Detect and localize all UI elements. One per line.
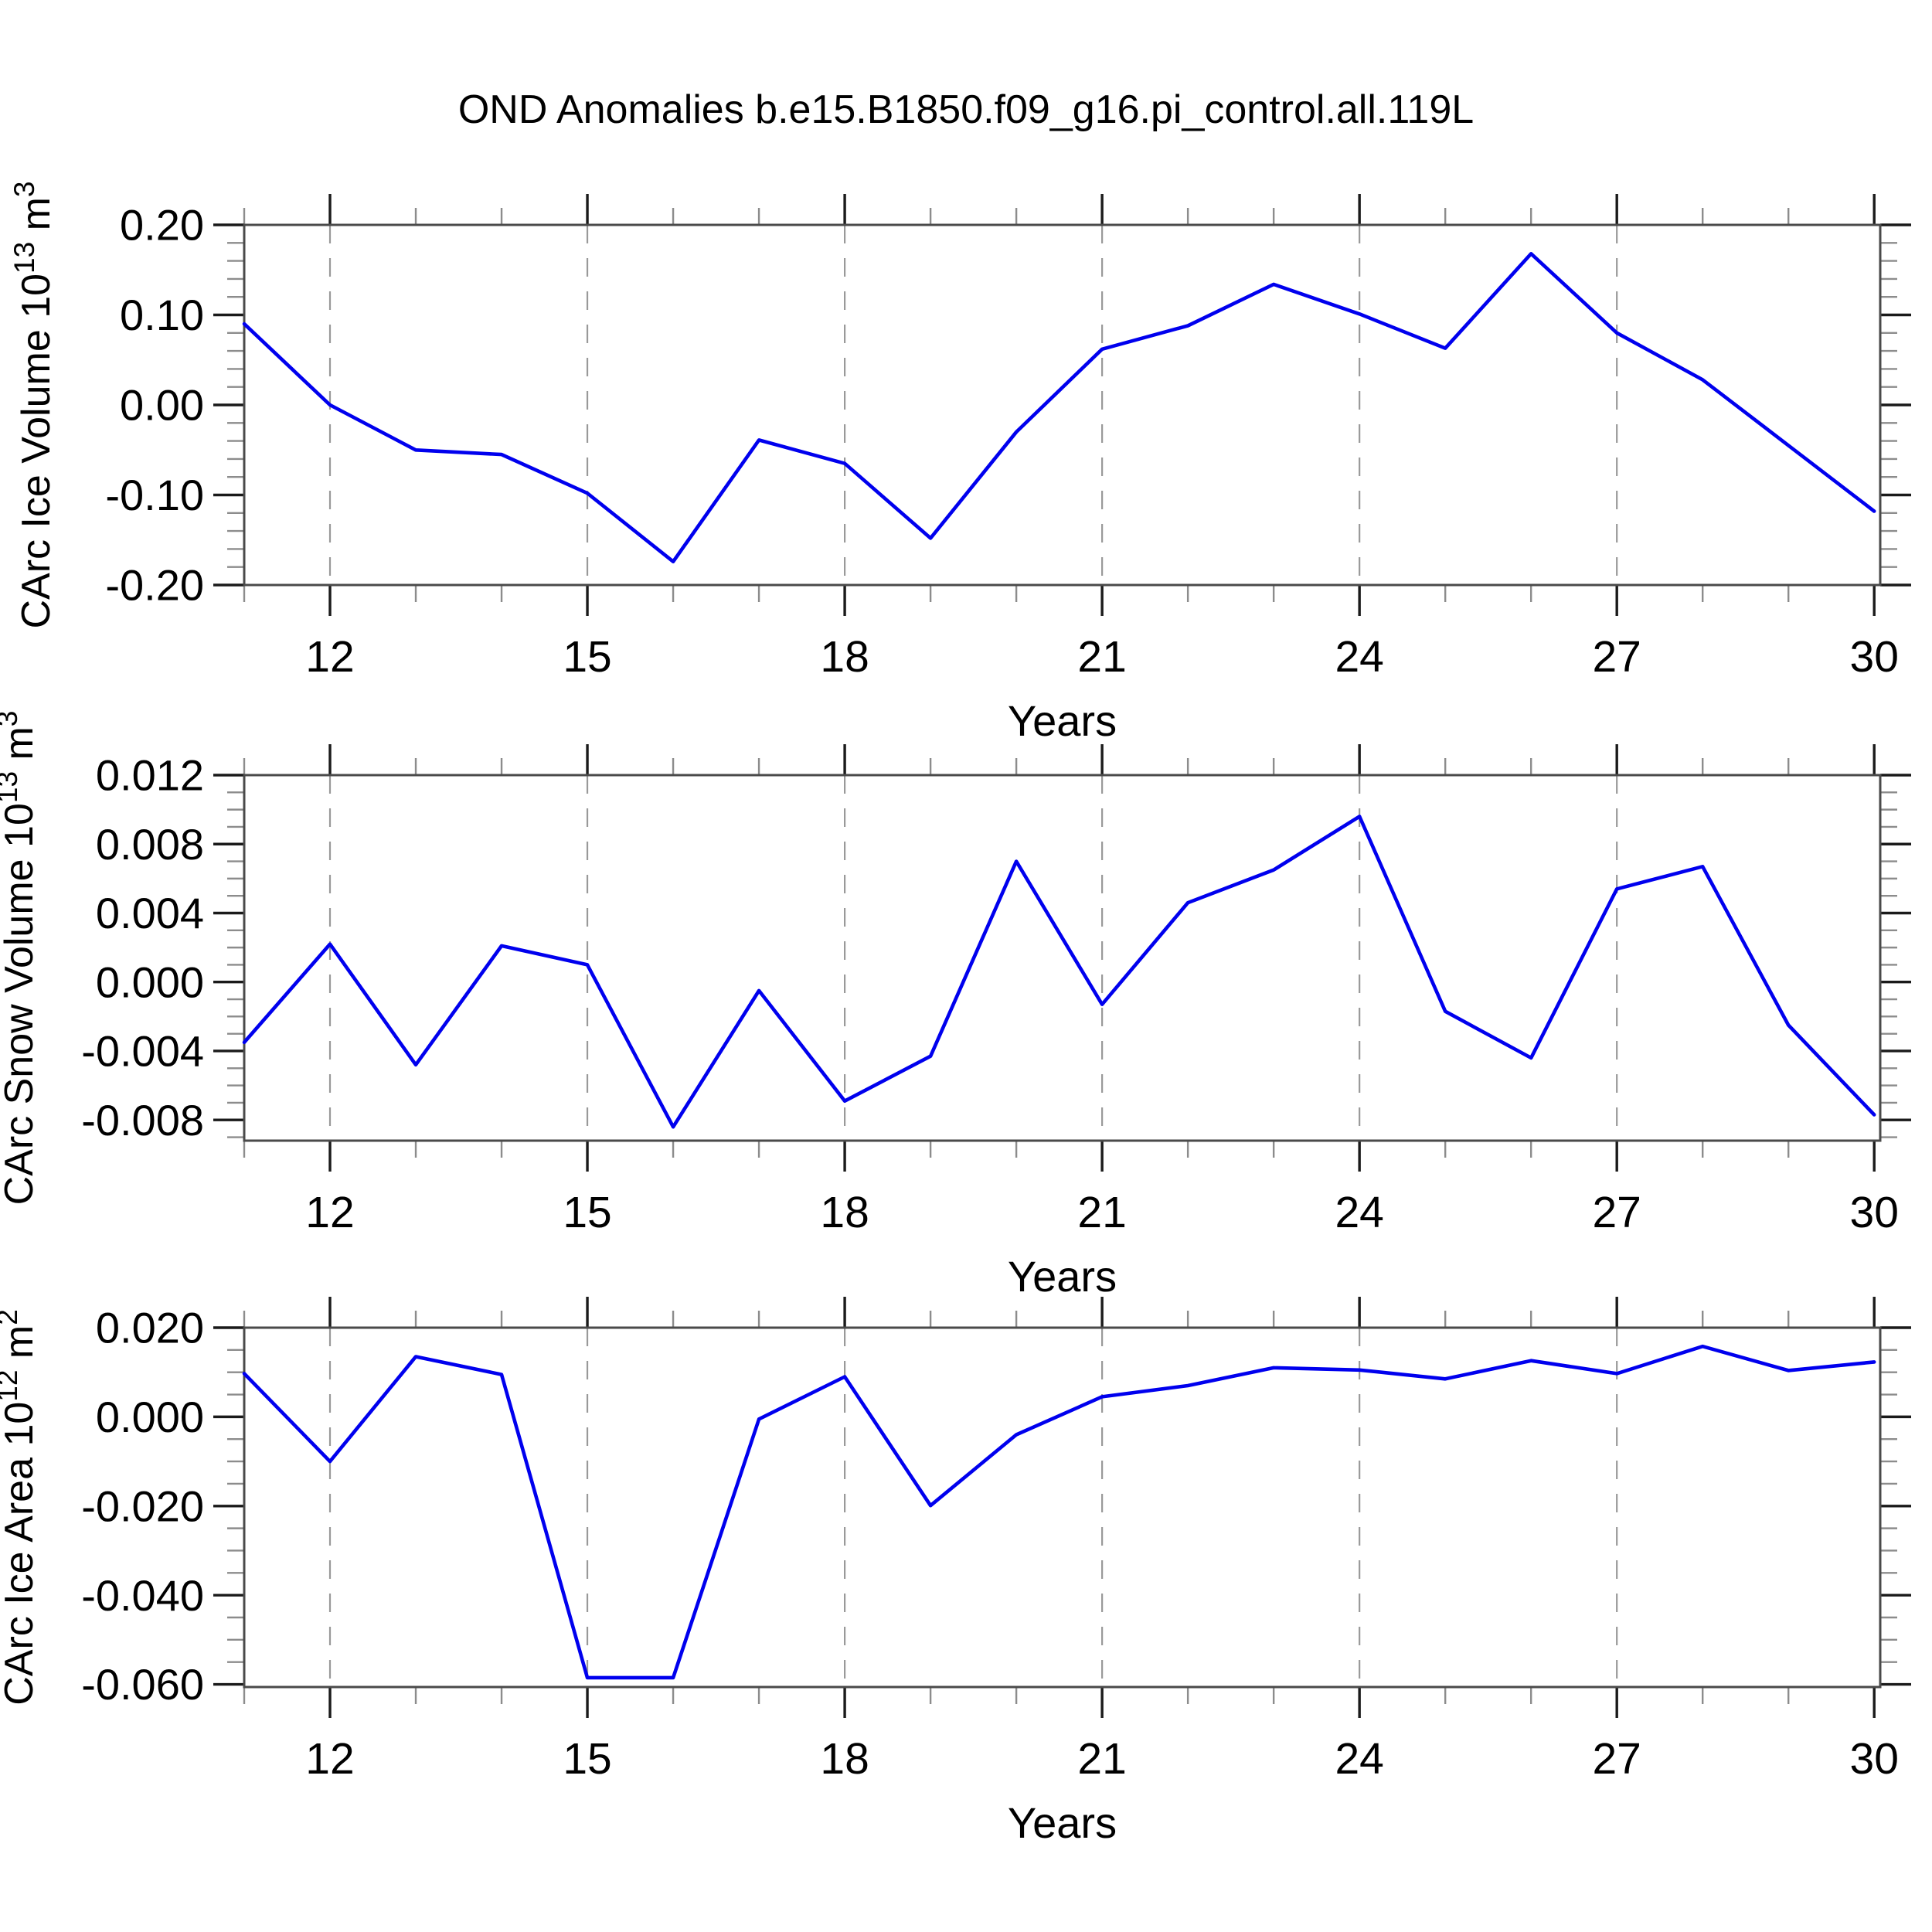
x-tick-label: 18	[820, 632, 869, 682]
plot-box	[243, 223, 1882, 587]
x-tick-label: 24	[1335, 1188, 1383, 1237]
snow-volume-chart: 12 15 18 21 24 27 30 0.012 0.008 0.004 0.000 -0.004…	[0, 711, 1911, 1301]
y-tick-label: 0.20	[120, 201, 204, 250]
x-axis-title: Years	[1008, 696, 1117, 745]
x-tick-label: 30	[1850, 632, 1899, 682]
y-tick-label: -0.004	[81, 1027, 204, 1076]
x-tick-label: 21	[1077, 1734, 1126, 1784]
y-tick-label: 0.000	[96, 957, 204, 1006]
y-tick-label: 0.00	[120, 381, 204, 430]
y-tick-label: -0.040	[81, 1571, 204, 1620]
x-tick-label: 21	[1077, 1188, 1126, 1237]
y-tick-label: 0.10	[120, 291, 204, 339]
x-tick-label: 27	[1592, 1734, 1641, 1784]
y-tick-label: -0.20	[105, 561, 204, 610]
x-tick-label: 12	[305, 632, 354, 682]
y-tick-label: -0.008	[81, 1096, 204, 1145]
x-tick-label: 15	[563, 1734, 611, 1784]
plot-box	[243, 1326, 1882, 1689]
x-tick-label: 30	[1850, 1188, 1899, 1237]
ice-volume-line	[242, 251, 1876, 564]
x-tick-label: 15	[563, 1188, 611, 1237]
plot-box	[243, 774, 1882, 1142]
y-tick-label: -0.020	[81, 1481, 204, 1530]
y-tick-label: 0.012	[96, 751, 204, 800]
y-tick-label: -0.10	[105, 471, 204, 519]
snow-volume-line	[242, 815, 1876, 1129]
x-tick-label: 27	[1592, 1188, 1641, 1237]
ice-area-line	[242, 1344, 1876, 1680]
x-tick-label: 24	[1335, 632, 1383, 682]
x-tick-label: 21	[1077, 632, 1126, 682]
x-tick-label: 18	[820, 1734, 869, 1784]
y-axis-title: CArc Ice Volume 1013​ m3​	[9, 181, 59, 628]
y-axis-title: CArc Snow Volume 1013​ m3​	[0, 711, 42, 1206]
x-tick-label: 30	[1850, 1734, 1899, 1784]
ice-area-chart: 12 15 18 21 24 27 30 0.020 0.000 -0.020 -0.040 -0.0…	[0, 1297, 1911, 1847]
x-tick-label: 24	[1335, 1734, 1383, 1784]
x-tick-label: 15	[563, 632, 611, 682]
ice-volume-chart: 12 15 18 21 24 27 30 0.20 0.10 0.00 -0.10 -0.20 Year…	[9, 181, 1911, 745]
y-tick-label: 0.020	[96, 1304, 204, 1352]
x-tick-label: 12	[305, 1734, 354, 1784]
x-tick-label: 18	[820, 1188, 869, 1237]
y-tick-label: 0.000	[96, 1393, 204, 1441]
x-axis-title: Years	[1008, 1252, 1117, 1301]
page-title: OND Anomalies b.e15.B1850.f09_g16.pi_con…	[457, 87, 1475, 132]
y-tick-label: 0.004	[96, 889, 204, 937]
x-axis-title: Years	[1008, 1798, 1117, 1847]
x-tick-label: 27	[1592, 632, 1641, 682]
x-tick-label: 12	[305, 1188, 354, 1237]
y-tick-label: -0.060	[81, 1660, 204, 1709]
y-tick-label: 0.008	[96, 820, 204, 869]
y-axis-title: CArc Ice Area 1012​ m2​	[0, 1309, 42, 1706]
